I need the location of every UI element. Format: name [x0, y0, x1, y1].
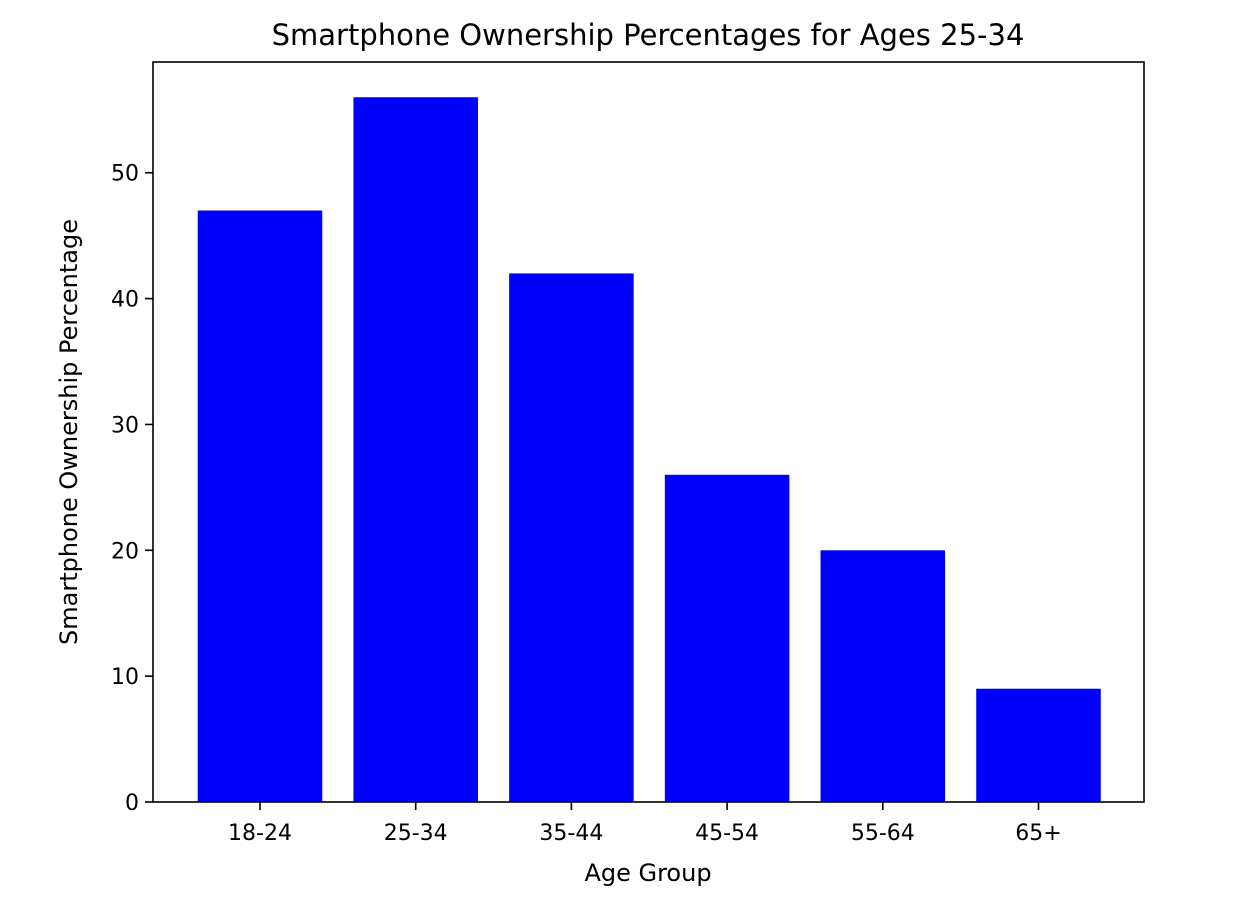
- x-tick-label: 25-34: [384, 821, 448, 846]
- x-tick-label: 18-24: [228, 821, 292, 846]
- plot-frame: [152, 61, 1145, 803]
- bar-25-34: [353, 97, 478, 802]
- bar-55-64: [820, 550, 946, 802]
- y-tick-label: 0: [125, 791, 139, 816]
- x-axis-label: Age Group: [584, 859, 711, 887]
- bar-35-44: [509, 273, 634, 802]
- x-tick-label: 35-44: [539, 821, 603, 846]
- y-tick-label: 40: [111, 288, 139, 313]
- bar-45-54: [664, 474, 790, 802]
- x-axis-ticks: 18-24 25-34 35-44 45-54 55-64 65+: [228, 802, 1062, 846]
- y-tick-label: 50: [111, 162, 139, 187]
- x-tick-label: 45-54: [695, 821, 759, 846]
- chart-title: Smartphone Ownership Percentages for Age…: [272, 18, 1025, 52]
- y-axis-ticks: 0 10 20 30 40 50: [111, 162, 153, 816]
- bar-65+: [976, 688, 1101, 802]
- bar-18-24: [197, 210, 323, 802]
- x-tick-label: 65+: [1015, 821, 1061, 846]
- y-tick-label: 10: [111, 665, 139, 690]
- y-tick-label: 30: [111, 413, 139, 438]
- x-tick-label: 55-64: [851, 821, 915, 846]
- y-axis-label: Smartphone Ownership Percentage: [55, 219, 83, 645]
- bars-group: [197, 97, 1101, 802]
- y-tick-label: 20: [111, 539, 139, 564]
